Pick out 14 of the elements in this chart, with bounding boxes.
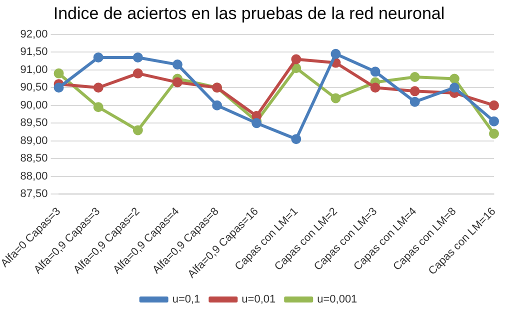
- y-tick-label: 88,00: [20, 170, 48, 182]
- y-tick-label: 91,00: [20, 64, 48, 76]
- y-tick-label: 89,50: [20, 117, 48, 130]
- chart-title: Indice de aciertos en las pruebas de la red neuronal: [53, 4, 445, 23]
- y-tick-label: 90,00: [20, 99, 48, 112]
- legend-label: u=0,001: [317, 294, 358, 306]
- y-tick-label: 92,00: [20, 28, 48, 40]
- y-tick-label: 91,50: [20, 46, 48, 58]
- y-tick-label: 88,50: [20, 152, 48, 165]
- y-tick-label: 89,00: [20, 134, 48, 147]
- legend-label: u=0,1: [172, 294, 200, 306]
- legend-label: u=0,01: [242, 294, 276, 306]
- y-tick-label: 87,50: [20, 188, 48, 200]
- y-tick-label: 90,50: [20, 82, 48, 94]
